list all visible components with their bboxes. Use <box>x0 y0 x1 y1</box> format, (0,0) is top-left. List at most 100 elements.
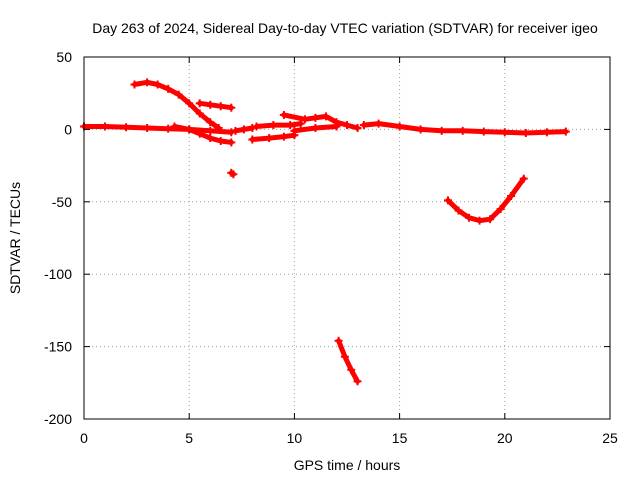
x-axis-label: GPS time / hours <box>294 457 401 473</box>
data-point <box>195 99 204 108</box>
data-point <box>185 99 194 108</box>
data-point <box>206 134 215 143</box>
data-point <box>143 123 152 132</box>
data-point <box>353 377 362 386</box>
data-point <box>174 90 183 99</box>
plot-frame <box>83 56 611 420</box>
data-point <box>437 126 446 135</box>
series-segment-3 <box>231 123 257 135</box>
data-point <box>347 365 356 374</box>
data-point <box>216 136 225 145</box>
data-series <box>80 78 570 386</box>
series-line <box>249 132 297 142</box>
y-tick-label: -50 <box>52 194 72 210</box>
data-point <box>458 126 467 135</box>
data-point <box>279 132 288 141</box>
data-point <box>340 352 349 361</box>
data-point <box>248 135 257 144</box>
y-tick-label: -200 <box>44 411 72 427</box>
series-segment-4 <box>252 119 305 131</box>
x-tick-label: 15 <box>392 430 408 446</box>
x-tick-label: 0 <box>80 430 88 446</box>
data-point <box>231 126 240 135</box>
series-segment-6 <box>290 122 341 135</box>
data-point <box>216 102 225 111</box>
y-tick-label: -100 <box>44 266 72 282</box>
series-drop <box>334 336 362 386</box>
y-axis-label: SDTVAR / TECUs <box>7 182 23 294</box>
data-point <box>101 122 110 131</box>
data-point <box>143 78 152 87</box>
data-point <box>443 196 452 205</box>
data-point <box>269 121 278 130</box>
series-segment-2 <box>170 122 236 147</box>
data-point <box>353 123 362 132</box>
data-point <box>206 100 215 109</box>
data-point <box>164 84 173 93</box>
data-point <box>334 336 343 345</box>
data-point <box>519 174 528 183</box>
series-line <box>254 121 304 129</box>
data-point <box>185 125 194 134</box>
series-arc-left <box>130 78 223 132</box>
y-tick-label: 50 <box>56 49 72 65</box>
chart-title: Day 263 of 2024, Sidereal Day-to-day VTE… <box>92 20 598 36</box>
data-point <box>195 129 204 138</box>
data-point <box>239 125 248 134</box>
data-point <box>561 127 570 136</box>
data-point <box>465 213 474 222</box>
data-point <box>311 113 320 122</box>
data-point <box>500 128 509 137</box>
data-point <box>454 206 463 215</box>
data-point <box>475 216 484 225</box>
data-point <box>227 103 236 112</box>
data-point <box>479 127 488 136</box>
data-point <box>229 170 238 179</box>
data-point <box>122 123 131 132</box>
data-point <box>507 192 516 201</box>
data-point <box>521 129 530 138</box>
data-point <box>195 109 204 118</box>
data-point <box>332 122 341 131</box>
data-point <box>496 205 505 214</box>
data-point <box>153 80 162 89</box>
data-point <box>265 134 274 143</box>
data-point <box>227 138 236 147</box>
data-point <box>300 115 309 124</box>
data-point <box>286 121 295 130</box>
data-point <box>395 122 404 131</box>
series-segment-5 <box>248 131 299 144</box>
data-point <box>279 110 288 119</box>
data-point <box>290 126 299 135</box>
data-point <box>206 118 215 127</box>
tick-labels: 0 5 10 15 20 25 -200 -150 -100 -50 0 50 <box>44 49 618 446</box>
data-point <box>130 80 139 89</box>
data-point <box>311 123 320 132</box>
y-tick-label: 0 <box>64 121 72 137</box>
series-segment-1 <box>195 99 236 112</box>
data-point <box>214 123 223 132</box>
data-point <box>252 122 261 131</box>
data-point <box>486 215 495 224</box>
series-isolated-1 <box>227 168 238 179</box>
series-u-curve <box>443 174 528 225</box>
series-baseline-b <box>359 119 570 138</box>
x-tick-label: 10 <box>287 430 303 446</box>
series-arc-mid <box>279 110 362 132</box>
data-point <box>343 121 351 130</box>
data-point <box>170 122 179 131</box>
data-point <box>374 119 383 128</box>
data-point <box>416 125 425 134</box>
series-line <box>197 100 234 111</box>
x-tick-label: 5 <box>185 430 193 446</box>
data-point <box>542 128 551 137</box>
series-line <box>445 176 527 224</box>
x-tick-label: 20 <box>497 430 513 446</box>
series-line <box>336 338 360 384</box>
data-point <box>206 126 215 135</box>
y-tick-label: -150 <box>44 339 72 355</box>
data-point <box>321 112 330 121</box>
x-tick-label: 25 <box>602 430 618 446</box>
data-point <box>359 121 368 130</box>
